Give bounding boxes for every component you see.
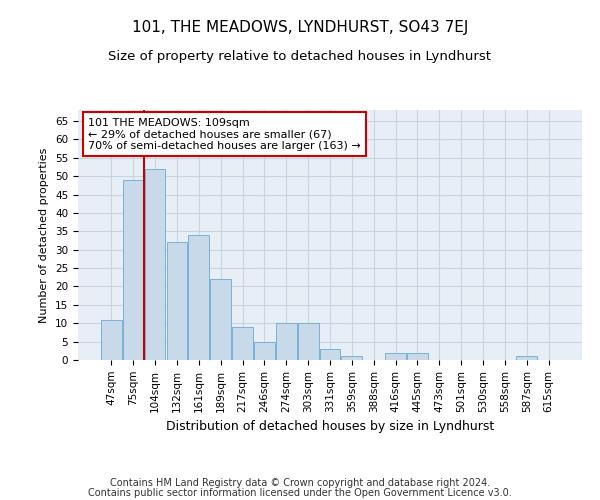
Text: Contains HM Land Registry data © Crown copyright and database right 2024.: Contains HM Land Registry data © Crown c… xyxy=(110,478,490,488)
Bar xyxy=(320,349,340,360)
Bar xyxy=(341,356,362,360)
Bar xyxy=(210,279,231,360)
Bar xyxy=(123,180,143,360)
Text: 101, THE MEADOWS, LYNDHURST, SO43 7EJ: 101, THE MEADOWS, LYNDHURST, SO43 7EJ xyxy=(132,20,468,35)
Bar xyxy=(276,323,296,360)
Bar xyxy=(232,327,253,360)
Bar xyxy=(407,352,428,360)
Bar xyxy=(385,352,406,360)
Bar xyxy=(298,323,319,360)
Bar xyxy=(517,356,537,360)
Text: 101 THE MEADOWS: 109sqm
← 29% of detached houses are smaller (67)
70% of semi-de: 101 THE MEADOWS: 109sqm ← 29% of detache… xyxy=(88,118,361,150)
Bar xyxy=(101,320,122,360)
Bar xyxy=(167,242,187,360)
Y-axis label: Number of detached properties: Number of detached properties xyxy=(40,148,49,322)
Text: Size of property relative to detached houses in Lyndhurst: Size of property relative to detached ho… xyxy=(109,50,491,63)
Bar xyxy=(145,169,166,360)
Bar xyxy=(254,342,275,360)
Bar xyxy=(188,235,209,360)
Text: Contains public sector information licensed under the Open Government Licence v3: Contains public sector information licen… xyxy=(88,488,512,498)
X-axis label: Distribution of detached houses by size in Lyndhurst: Distribution of detached houses by size … xyxy=(166,420,494,433)
